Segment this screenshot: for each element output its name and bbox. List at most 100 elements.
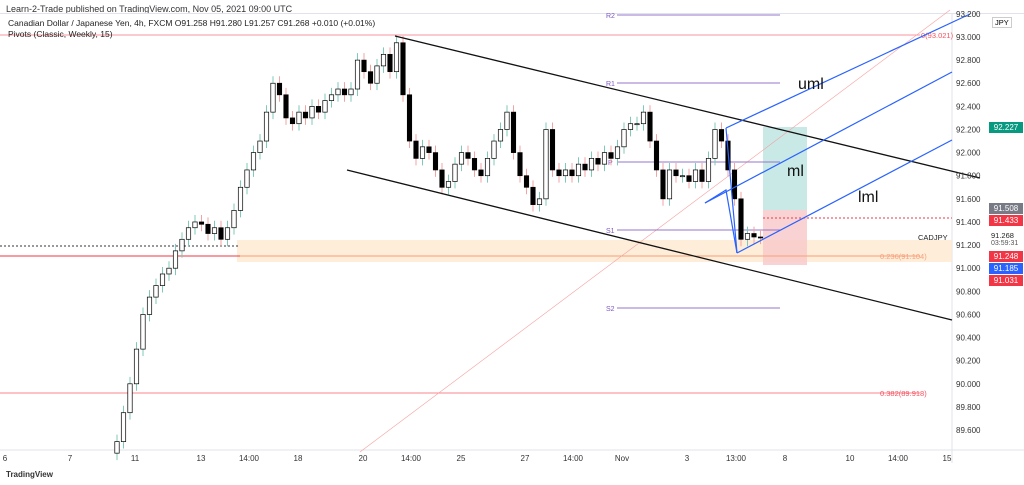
candle-body (218, 227, 224, 240)
fib-382-label: 0.382(89.918) (880, 389, 927, 398)
candle-body (517, 152, 523, 177)
time-tick: 25 (457, 454, 466, 463)
time-tick: 20 (359, 454, 368, 463)
time-tick: Nov (615, 454, 629, 463)
time-tick: 10 (846, 454, 855, 463)
candle-body (289, 117, 296, 125)
candle-body (582, 163, 588, 171)
candle-body (660, 169, 666, 200)
candle-body (458, 152, 465, 165)
candle-body (322, 100, 328, 113)
candle-body (185, 227, 192, 240)
candle-body (595, 158, 601, 165)
candle-body (205, 223, 211, 234)
badge-91185: 91.185 (989, 263, 1023, 274)
candle-body (335, 88, 341, 96)
publisher-line: Learn-2-Trade published on TradingView.c… (6, 4, 293, 14)
price-tick: 92.800 (956, 56, 981, 65)
time-tick: 6 (3, 454, 8, 463)
candle-body (192, 221, 198, 229)
candle-body (146, 296, 153, 315)
candle-body (653, 140, 660, 171)
time-tick: 11 (131, 454, 140, 463)
candle-body (549, 129, 556, 171)
candle-body (543, 129, 549, 200)
candle-body (244, 169, 250, 188)
candle-body (757, 236, 764, 239)
chart-frame[interactable] (0, 13, 1024, 465)
channel-upper-line[interactable] (394, 35, 981, 179)
candle-body (575, 163, 582, 177)
candle-body (601, 152, 608, 165)
candle-body (718, 129, 725, 142)
badge-91248: 91.248 (989, 251, 1023, 262)
channel-lower-line[interactable] (346, 169, 953, 321)
price-tick: 92.400 (956, 102, 981, 111)
candle-body (276, 82, 283, 96)
time-tick: 13 (197, 454, 206, 463)
candle-body (263, 111, 270, 142)
symbol-tag: CADJPY (918, 233, 948, 242)
price-tick: 90.400 (956, 334, 981, 343)
candle-body (536, 198, 543, 205)
candle-body (380, 53, 387, 67)
badge-91031: 91.031 (989, 275, 1023, 286)
candle-body (172, 250, 179, 269)
candle-body (432, 152, 439, 171)
price-tick: 92.000 (956, 149, 981, 158)
candle-body (393, 42, 400, 73)
candle-body (627, 123, 634, 130)
candle-body (341, 88, 348, 96)
candle-body (114, 441, 120, 454)
candle-body (354, 59, 361, 90)
time-tick: 18 (294, 454, 303, 463)
candle-body (257, 140, 263, 153)
price-tick: 89.800 (956, 403, 981, 412)
candle-body (439, 169, 445, 188)
candles (114, 35, 764, 461)
candle-body (120, 412, 127, 442)
time-tick: 15 (943, 454, 952, 463)
candle-body (523, 175, 530, 188)
candle-body (224, 227, 231, 240)
tradingview-logo[interactable]: TradingView (6, 470, 53, 479)
candle-body (731, 169, 738, 200)
last-price: 91.268 (991, 231, 1014, 240)
price-tick: 91.000 (956, 264, 981, 273)
candle-body (159, 273, 166, 286)
price-tick: 90.000 (956, 380, 981, 389)
candle-body (569, 169, 575, 177)
candle-body (315, 106, 322, 113)
candle-body (133, 348, 140, 385)
price-tick: 93.200 (956, 10, 981, 19)
uml-label: uml (798, 76, 824, 93)
position-badge: 91.508 (989, 203, 1023, 214)
candle-body (413, 140, 419, 159)
time-axis[interactable]: 6 7 11 13 14:00 18 20 14:00 25 27 14:00 Nov 3 13:00 8 1… (3, 454, 952, 463)
fib-236-label: 0.236(91.104) (880, 252, 927, 261)
pivot-lines (617, 14, 780, 309)
price-tick: 90.600 (956, 310, 981, 319)
candle-body (647, 111, 653, 142)
candle-body (452, 163, 458, 182)
indicator-legend[interactable]: Pivots (Classic, Weekly, 15) (8, 29, 113, 39)
candle-body (497, 129, 504, 142)
price-axis[interactable]: 93.200 93.000 92.800 92.600 92.400 92.200 92.0… (956, 10, 981, 435)
candle-body (562, 169, 569, 177)
candle-body (348, 88, 354, 96)
candle-body (328, 94, 335, 101)
price-tick: 90.800 (956, 287, 981, 296)
candle-body (699, 169, 705, 182)
time-tick: 14:00 (401, 454, 422, 463)
pitchfork[interactable] (704, 13, 971, 254)
price-tick: 92.200 (956, 125, 981, 134)
candle-body (484, 158, 491, 177)
symbol-legend[interactable]: Canadian Dollar / Japanese Yen, 4h, FXCM… (8, 18, 376, 28)
candle-body (634, 123, 640, 126)
price-tick: 92.600 (956, 79, 981, 88)
candle-body (166, 267, 172, 275)
candle-body (588, 158, 595, 171)
currency-label[interactable]: JPY (992, 17, 1012, 28)
candle-body (250, 152, 257, 171)
